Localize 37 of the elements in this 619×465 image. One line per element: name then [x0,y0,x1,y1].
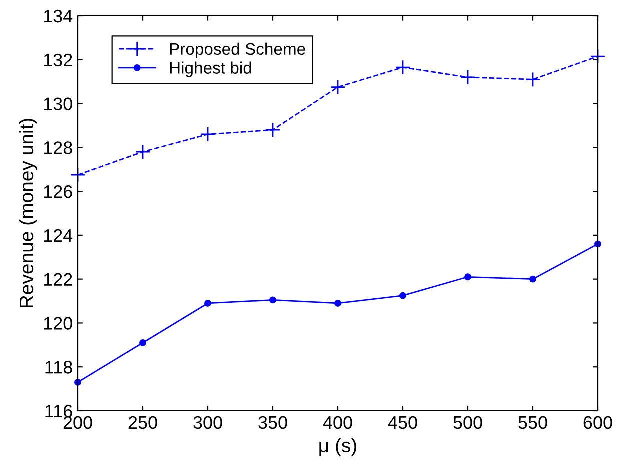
point [204,300,212,307]
legend-label: Highest bid [170,62,252,78]
y-tick-label: 126 [44,185,72,198]
y-tick-label: 116 [46,404,72,418]
x-tick-label: 300 [194,416,222,430]
y-tick-label: 120 [44,317,72,330]
y-tick-label: 134 [44,10,73,23]
y-tick-label: 132 [44,54,72,67]
x-axis-title: μ (s) [320,438,356,456]
point [270,296,276,304]
x-tick-label: 350 [258,416,288,430]
point [464,274,472,281]
point [395,60,411,76]
x-tick-label: 550 [518,416,548,430]
point [525,72,541,88]
y-tick-label: 130 [44,98,72,110]
y-axis-title: Revenue (money unit) [19,119,38,308]
y-tick-label: 124 [44,229,73,242]
x-tick-label: 600 [584,416,612,430]
point [200,126,216,142]
point [530,276,536,283]
x-tick-label: 200 [64,416,92,430]
point [330,80,346,95]
point [334,300,342,307]
y-tick-label: 128 [44,142,72,154]
y-tick-label: 122 [44,273,72,286]
legend-label: Proposed Scheme [170,42,306,58]
point [400,292,406,300]
x-tick-label: 250 [128,416,158,430]
point [460,70,476,86]
point [265,122,281,138]
x-tick-label: 500 [454,416,482,430]
point [135,144,151,160]
x-tick-label: 400 [323,416,352,430]
x-tick-label: 450 [388,416,418,430]
point [140,340,146,346]
y-tick-label: 118 [46,361,72,374]
